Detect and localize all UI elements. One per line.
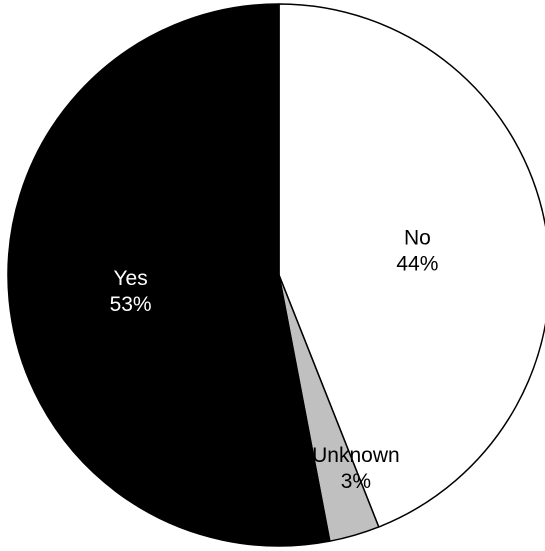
pie-labels: No 44% Unknown 3% Yes 53% (110, 227, 439, 494)
slice-label-unknown: Unknown 3% (312, 444, 400, 493)
slice-category-label: No (404, 227, 431, 250)
slice-label-yes: Yes 53% (110, 267, 152, 316)
slice-value-label: 3% (341, 470, 371, 493)
slice-value-label: 44% (396, 253, 438, 276)
slice-category-label: Yes (113, 267, 147, 290)
pie-slice-no (278, 3, 545, 528)
slice-category-label: Unknown (312, 444, 400, 467)
slice-label-no: No 44% (396, 227, 438, 276)
pie-slices (7, 3, 545, 547)
slice-value-label: 53% (110, 293, 152, 316)
pie-slice-yes (7, 3, 331, 547)
